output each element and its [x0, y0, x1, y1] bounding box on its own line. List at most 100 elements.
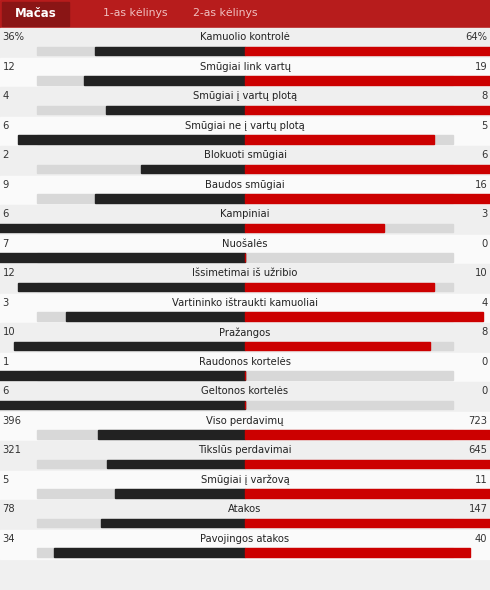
Text: 6: 6 [2, 121, 9, 131]
Bar [0, 175, 490, 205]
Bar [37, 76, 453, 84]
Text: 396: 396 [2, 416, 22, 426]
Text: Pavojingos atakos: Pavojingos atakos [200, 534, 290, 544]
Bar [37, 460, 453, 468]
Text: Mačas: Mačas [15, 7, 57, 20]
Text: Pražangos: Pražangos [220, 327, 270, 337]
Text: 4: 4 [2, 91, 9, 101]
Bar [37, 135, 453, 143]
Bar [14, 342, 245, 350]
Bar [0, 441, 490, 470]
Text: 1: 1 [2, 357, 9, 367]
Text: Nuošalės: Nuošalės [222, 239, 268, 249]
Bar [37, 548, 453, 556]
Text: 6: 6 [481, 150, 488, 160]
Bar [0, 411, 490, 441]
Bar [0, 224, 245, 232]
Text: 78: 78 [2, 504, 15, 514]
Text: 16: 16 [475, 180, 488, 190]
Bar [0, 146, 490, 175]
Bar [0, 500, 490, 529]
Text: 0: 0 [481, 386, 488, 396]
Bar [0, 352, 490, 382]
Bar [98, 430, 245, 438]
Bar [37, 489, 453, 497]
Text: 4: 4 [481, 298, 488, 308]
Text: 645: 645 [468, 445, 488, 455]
Bar [0, 470, 490, 500]
Bar [0, 87, 490, 116]
Bar [37, 519, 453, 527]
Bar [245, 106, 490, 114]
Text: Tikslūs perdavimai: Tikslūs perdavimai [198, 445, 292, 455]
Bar [245, 283, 434, 291]
Bar [0, 57, 490, 87]
Bar [95, 47, 245, 55]
Text: 5: 5 [481, 121, 488, 131]
Text: 34: 34 [2, 534, 15, 544]
Bar [37, 342, 453, 350]
Bar [245, 430, 490, 438]
Text: 3: 3 [481, 209, 488, 219]
Bar [106, 106, 245, 114]
Text: 11: 11 [475, 475, 488, 485]
Bar [37, 401, 453, 409]
Text: Vartininko ištraukti kamuoliai: Vartininko ištraukti kamuoliai [172, 298, 318, 308]
Text: 12: 12 [2, 268, 15, 278]
Bar [245, 489, 490, 497]
Text: 19: 19 [475, 62, 488, 72]
Text: Blokuoti smūgiai: Blokuoti smūgiai [203, 150, 287, 160]
Bar [0, 116, 490, 146]
Text: 2: 2 [2, 150, 9, 160]
Text: 1-as kėlinys: 1-as kėlinys [102, 8, 167, 18]
Text: Smūgiai ne į vartų plotą: Smūgiai ne į vartų plotą [185, 121, 305, 131]
Bar [245, 165, 490, 173]
Bar [0, 293, 490, 323]
Bar [37, 106, 453, 114]
Bar [0, 382, 490, 411]
Bar [100, 519, 245, 527]
Bar [37, 47, 453, 55]
Text: 0: 0 [481, 239, 488, 249]
Text: Geltonos kortelės: Geltonos kortelės [201, 386, 289, 396]
Bar [245, 460, 490, 468]
Bar [245, 47, 490, 55]
Text: 10: 10 [2, 327, 15, 337]
Bar [0, 253, 245, 261]
Text: Kampiniai: Kampiniai [220, 209, 270, 219]
Text: 6: 6 [2, 386, 9, 396]
Bar [0, 205, 490, 234]
Bar [37, 430, 453, 438]
Bar [53, 548, 245, 556]
Bar [141, 165, 245, 173]
Text: Atakos: Atakos [228, 504, 262, 514]
Bar [0, 264, 490, 293]
Text: 8: 8 [481, 327, 488, 337]
Bar [84, 76, 245, 84]
Bar [37, 194, 453, 202]
Text: 7: 7 [2, 239, 9, 249]
Bar [37, 312, 453, 320]
Bar [67, 312, 245, 320]
Text: 3: 3 [2, 298, 9, 308]
Text: 2-as kėlinys: 2-as kėlinys [193, 8, 258, 18]
Bar [0, 234, 490, 264]
Text: Viso perdavimų: Viso perdavimų [206, 416, 284, 426]
Text: 6: 6 [2, 209, 9, 219]
Bar [245, 224, 384, 232]
Bar [115, 489, 245, 497]
Bar [37, 371, 453, 379]
Bar [0, 323, 490, 352]
Bar [0, 529, 490, 559]
Bar [37, 283, 453, 291]
Bar [18, 283, 245, 291]
Text: Kamuolio kontrolė: Kamuolio kontrolė [200, 32, 290, 42]
Text: Smūgiai link vartų: Smūgiai link vartų [199, 62, 291, 72]
Bar [245, 548, 470, 556]
Bar [245, 194, 490, 202]
Text: Smūgiai į vartų plotą: Smūgiai į vartų plotą [193, 91, 297, 101]
Bar [245, 342, 430, 350]
Bar [37, 165, 453, 173]
Text: Raudonos kortelės: Raudonos kortelės [199, 357, 291, 367]
Bar [0, 28, 490, 57]
